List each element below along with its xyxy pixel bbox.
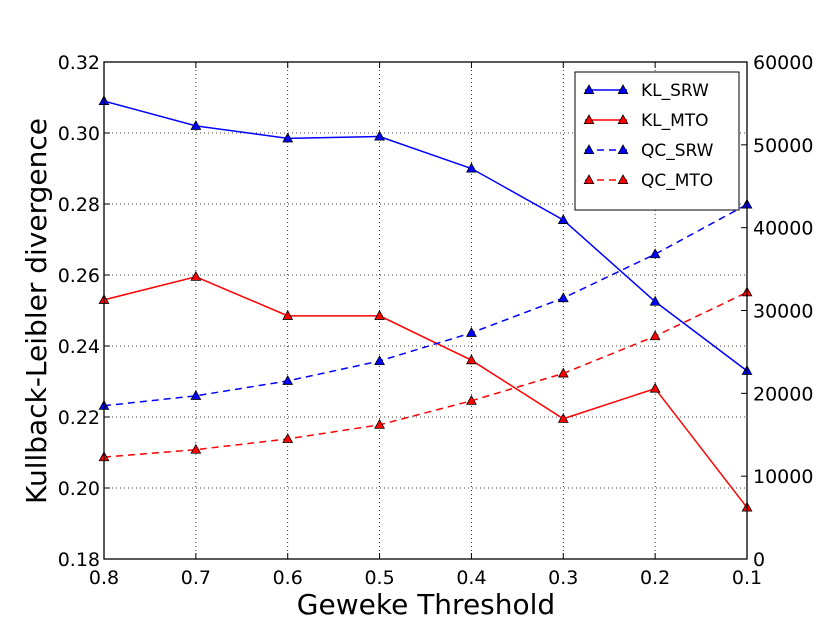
y2-tick-label: 50000 bbox=[753, 135, 813, 157]
data-point bbox=[190, 270, 202, 281]
legend-marker bbox=[617, 144, 629, 154]
legend-marker bbox=[617, 114, 629, 124]
data-point bbox=[649, 295, 661, 306]
y-tick-label: 0.30 bbox=[58, 123, 100, 145]
data-point bbox=[374, 130, 385, 141]
series-line bbox=[103, 203, 748, 407]
x-tick-label: 0.7 bbox=[181, 567, 211, 589]
y2-tick-label: 20000 bbox=[753, 383, 813, 405]
data-point bbox=[557, 214, 569, 224]
legend-item: QC_MTO bbox=[583, 171, 713, 191]
legend-marker bbox=[583, 114, 595, 124]
x-tick-label: 0.8 bbox=[89, 567, 119, 589]
data-point bbox=[374, 355, 385, 366]
ticks bbox=[103, 61, 748, 560]
data-point bbox=[466, 354, 477, 365]
legend-item: KL_MTO bbox=[583, 111, 709, 131]
x-tick-label: 0.3 bbox=[548, 567, 578, 589]
series-line bbox=[103, 291, 748, 458]
data-point bbox=[282, 433, 294, 443]
data-point bbox=[466, 394, 477, 405]
data-point bbox=[557, 412, 569, 423]
legend-item: KL_SRW bbox=[583, 81, 709, 101]
x-tick-label: 0.2 bbox=[640, 567, 670, 589]
legend-label: KL_SRW bbox=[641, 81, 709, 101]
data-point bbox=[282, 309, 294, 320]
legend-label: QC_SRW bbox=[641, 141, 714, 161]
y2-tick-label: 30000 bbox=[753, 301, 813, 323]
y-tick-label: 0.24 bbox=[58, 336, 100, 358]
y-tick-label: 0.22 bbox=[58, 407, 100, 429]
x-tick-label: 0.1 bbox=[732, 567, 762, 589]
x-tick-label: 0.4 bbox=[456, 567, 486, 589]
data-point bbox=[649, 382, 661, 393]
data-point bbox=[649, 330, 661, 341]
legend-label: KL_MTO bbox=[641, 111, 709, 131]
data-point bbox=[282, 375, 294, 385]
data-point bbox=[466, 327, 477, 337]
series-layer bbox=[98, 95, 753, 512]
y-tick-label: 0.18 bbox=[58, 549, 100, 571]
y-tick-labels: 0.18 0.20 0.22 0.24 0.26 0.28 0.30 0.32 bbox=[58, 52, 100, 571]
data-point bbox=[374, 309, 385, 320]
y2-tick-label: 0 bbox=[753, 549, 765, 571]
legend: KL_SRW KL_MTO QC_SRW QC_MTO bbox=[574, 71, 740, 211]
y2-tick-labels: 0 10000 20000 30000 40000 50000 60000 bbox=[753, 52, 813, 571]
legend-marker bbox=[617, 174, 629, 184]
data-point bbox=[557, 367, 569, 378]
legend-marker bbox=[583, 174, 595, 184]
y2-tick-label: 10000 bbox=[753, 466, 813, 488]
data-point bbox=[649, 248, 661, 259]
y2-tick-label: 60000 bbox=[753, 52, 813, 74]
legend-item: QC_SRW bbox=[583, 141, 714, 161]
legend-label: QC_MTO bbox=[641, 171, 713, 191]
legend-marker bbox=[583, 84, 595, 94]
series-line bbox=[103, 275, 748, 508]
series-qc-mto bbox=[98, 286, 753, 462]
x-tick-labels: 0.8 0.7 0.6 0.5 0.4 0.3 0.2 0.1 bbox=[89, 567, 762, 589]
legend-marker bbox=[583, 144, 595, 154]
series-kl-mto bbox=[98, 270, 753, 512]
series-line bbox=[103, 100, 748, 372]
data-point bbox=[557, 292, 569, 303]
data-point bbox=[466, 162, 477, 173]
data-point bbox=[282, 132, 294, 143]
y-tick-label: 0.28 bbox=[58, 194, 100, 216]
data-point bbox=[190, 120, 202, 130]
y2-tick-label: 40000 bbox=[753, 218, 813, 240]
legend-marker bbox=[617, 84, 629, 94]
x-tick-label: 0.5 bbox=[364, 567, 394, 589]
data-point bbox=[374, 418, 385, 429]
x-axis-title: Geweke Threshold bbox=[297, 588, 555, 621]
y-tick-label: 0.32 bbox=[58, 52, 100, 74]
y-tick-label: 0.20 bbox=[58, 478, 100, 500]
x-tick-label: 0.6 bbox=[273, 567, 303, 589]
y-tick-label: 0.26 bbox=[58, 265, 100, 287]
data-point bbox=[190, 389, 202, 400]
legend-box bbox=[574, 71, 740, 211]
y-axis-title: Kullback-Leibler divergence bbox=[20, 118, 53, 504]
data-point bbox=[190, 443, 202, 454]
